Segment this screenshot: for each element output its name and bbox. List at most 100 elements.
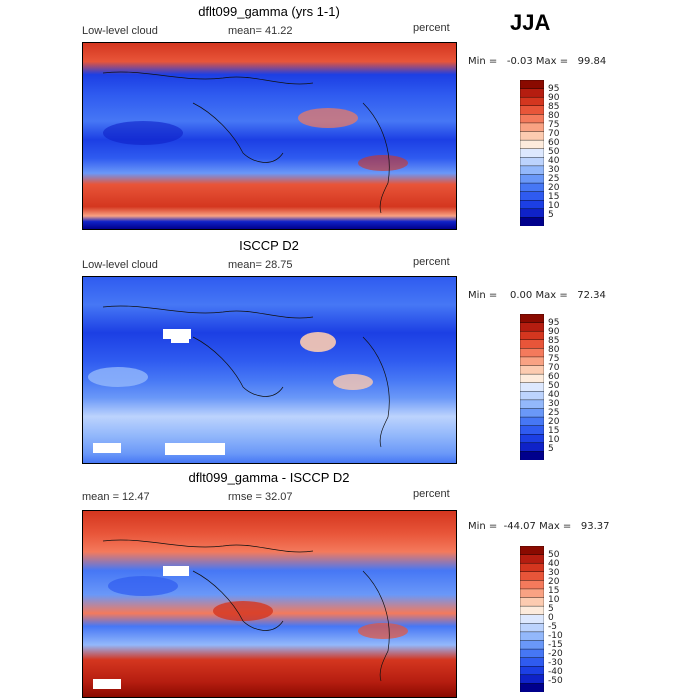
panel-3-cb-label-4: 15 xyxy=(548,586,560,596)
panel-2-units: percent xyxy=(413,256,450,268)
panel-2-colorbar-swatch-13 xyxy=(519,425,545,435)
panel-1-cb-label-9: 30 xyxy=(548,165,560,175)
panel-1-colorbar-swatch-16 xyxy=(519,217,545,227)
panel-1-units: percent xyxy=(413,22,450,34)
panel-3-cb-label-5: 10 xyxy=(548,595,560,605)
panel-3-cb-label-0: 50 xyxy=(548,550,560,560)
panel-3-cb-label-2: 30 xyxy=(548,568,560,578)
panel-3-colorbar-swatch-16 xyxy=(519,683,545,693)
panel-3-cb-label-3: 20 xyxy=(548,577,560,587)
panel-1-cb-label-7: 50 xyxy=(548,147,560,157)
panel-3-colorbar-swatch-3 xyxy=(519,571,545,582)
panel-3-units: percent xyxy=(413,488,450,500)
panel-1-colorbar-swatch-8 xyxy=(519,148,545,158)
panel-3-cb-label-7: 0 xyxy=(548,613,554,623)
panel-3-colorbar-svg xyxy=(519,545,545,693)
panel-3-colorbar-swatch-6 xyxy=(519,597,545,607)
panel-3-cb-label-8: -5 xyxy=(548,622,557,632)
panel-2-minmax: Min = 0.00 Max = 72.34 xyxy=(468,290,606,301)
panel-1-colorbar-swatch-7 xyxy=(519,139,545,150)
season-label: JJA xyxy=(510,10,551,35)
panel-3-colorbar-swatch-5 xyxy=(519,588,545,599)
panel-1-cb-label-8: 40 xyxy=(548,156,560,166)
panel-3-colorbar-swatch-15 xyxy=(519,674,545,685)
panel-1-colorbar-swatch-14 xyxy=(519,200,545,210)
panel-2-colorbar-swatch-7 xyxy=(519,373,545,384)
panel-2-cb-label-5: 70 xyxy=(548,363,560,373)
panel-1-cb-label-2: 85 xyxy=(548,102,560,112)
panel-3-colorbar-swatch-9 xyxy=(519,623,545,633)
panel-1-map xyxy=(82,42,457,230)
panel-2-colorbar-svg xyxy=(519,313,545,461)
panel-3-colorbar xyxy=(519,545,545,693)
panel-3-rmse: rmse = 32.07 xyxy=(228,491,293,503)
panel-1-colorbar-svg xyxy=(519,79,545,227)
panel-3-cb-label-12: -30 xyxy=(548,658,563,668)
panel-2-map xyxy=(82,276,457,464)
panel-1-colorbar-swatch-13 xyxy=(519,191,545,201)
panel-3-minmax: Min = -44.07 Max = 93.37 xyxy=(468,521,610,532)
panel-1-minmax: Min = -0.03 Max = 99.84 xyxy=(468,56,607,67)
panel-1-cb-label-14: 5 xyxy=(548,210,554,220)
panel-2-colorbar xyxy=(519,313,545,461)
panel-2-cb-label-1: 90 xyxy=(548,327,560,337)
panel-1-colorbar xyxy=(519,79,545,227)
panel-1-cb-label-11: 20 xyxy=(548,183,560,193)
panel-2-mean: mean= 28.75 xyxy=(228,259,293,271)
panel-1-colorbar-swatch-0 xyxy=(519,79,545,90)
panel-3-cb-label-11: -20 xyxy=(548,649,563,659)
panel-3-map xyxy=(82,510,457,698)
panel-2-cb-label-14: 5 xyxy=(548,444,554,454)
panel-3-colorbar-labels: 50 40 30 20 15 10 5 0 -5 -10 -15 -20 -30… xyxy=(548,546,588,692)
panel-3-cb-label-1: 40 xyxy=(548,559,560,569)
panel-2-title: ISCCP D2 xyxy=(239,238,299,253)
panel-1-colorbar-swatch-12 xyxy=(519,182,545,193)
panel-2-colorbar-swatch-15 xyxy=(519,442,545,453)
panel-1-colorbar-swatch-15 xyxy=(519,208,545,219)
panel-3-cb-label-9: -10 xyxy=(548,631,563,641)
panel-2-colorbar-swatch-16 xyxy=(519,451,545,461)
panel-1-cb-label-3: 80 xyxy=(548,111,560,121)
panel-1-colorbar-swatch-3 xyxy=(519,105,545,116)
panel-1-colorbar-swatch-6 xyxy=(519,131,545,141)
panel-1-cb-label-12: 15 xyxy=(548,192,560,202)
panel-3-colorbar-swatch-12 xyxy=(519,648,545,659)
panel-1-cb-label-10: 25 xyxy=(548,174,560,184)
panel-2-colorbar-swatch-11 xyxy=(519,408,545,418)
panel-2-colorbar-swatch-6 xyxy=(519,365,545,375)
panel-2-colorbar-swatch-14 xyxy=(519,434,545,444)
panel-2-field-label: Low-level cloud xyxy=(82,259,158,271)
panel-2-colorbar-swatch-8 xyxy=(519,382,545,392)
panel-2-colorbar-swatch-0 xyxy=(519,313,545,324)
panel-1-colorbar-swatch-1 xyxy=(519,88,545,98)
panel-1-cb-label-0: 95 xyxy=(548,84,560,94)
panel-2-colorbar-swatch-3 xyxy=(519,339,545,350)
panel-2-cb-label-10: 25 xyxy=(548,408,560,418)
panel-1-map-svg xyxy=(83,43,456,229)
panel-1-colorbar-swatch-4 xyxy=(519,114,545,124)
panel-3-colorbar-swatch-14 xyxy=(519,666,545,676)
panel-1-colorbar-swatch-5 xyxy=(519,122,545,133)
panel-2-colorbar-swatch-9 xyxy=(519,391,545,401)
panel-3-colorbar-swatch-0 xyxy=(519,545,545,556)
panel-2-cb-label-6: 60 xyxy=(548,372,560,382)
panel-1-cb-label-5: 70 xyxy=(548,129,560,139)
panel-3-colorbar-swatch-4 xyxy=(519,580,545,590)
panel-1-colorbar-swatch-11 xyxy=(519,174,545,184)
panel-2-colorbar-labels: 95 90 85 80 75 70 60 50 40 30 25 20 15 1… xyxy=(548,314,588,460)
panel-3-colorbar-swatch-10 xyxy=(519,631,545,642)
panel-2-cb-label-3: 80 xyxy=(548,345,560,355)
panel-2-map-svg xyxy=(83,277,456,463)
panel-2-cb-label-8: 40 xyxy=(548,390,560,400)
panel-2-cb-label-11: 20 xyxy=(548,417,560,427)
panel-1-mean: mean= 41.22 xyxy=(228,25,293,37)
panel-1-colorbar-swatch-2 xyxy=(519,96,545,107)
panel-2-colorbar-swatch-10 xyxy=(519,399,545,410)
panel-1-title: dflt099_gamma (yrs 1-1) xyxy=(198,4,340,19)
panel-3-colorbar-swatch-11 xyxy=(519,640,545,650)
panel-1-cb-label-4: 75 xyxy=(548,120,560,130)
panel-3-colorbar-swatch-1 xyxy=(519,554,545,564)
panel-3-mean: mean = 12.47 xyxy=(82,491,150,503)
panel-1-cb-label-6: 60 xyxy=(548,138,560,148)
panel-1-cb-label-1: 90 xyxy=(548,93,560,103)
